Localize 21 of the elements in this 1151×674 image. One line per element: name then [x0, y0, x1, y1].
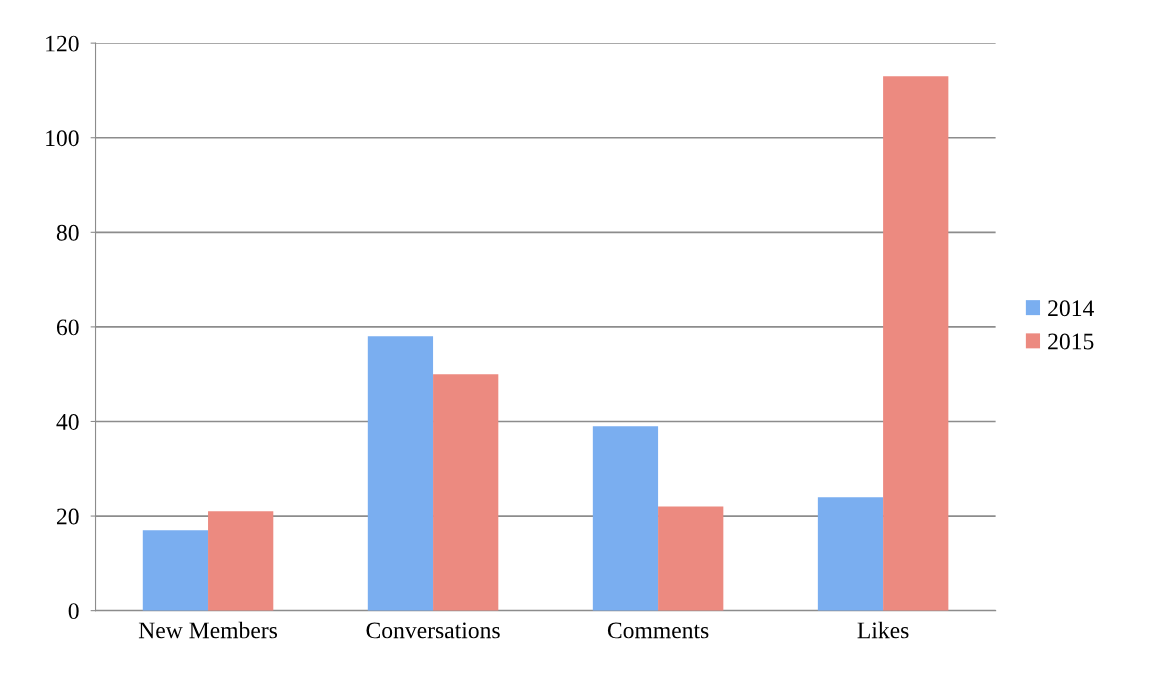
bar — [658, 506, 724, 611]
y-tick-label: 120 — [46, 35, 79, 52]
y-tick-label: 60 — [56, 319, 79, 336]
x-tick-label: Conversations — [366, 622, 500, 639]
bar — [817, 497, 884, 611]
bar — [592, 426, 659, 611]
bar — [142, 530, 209, 611]
x-tick-label: Likes — [857, 621, 909, 639]
legend-label: 2015 — [1048, 333, 1094, 350]
legend-label: 2014 — [1048, 300, 1094, 317]
x-tick-label: New Members — [138, 621, 278, 639]
y-tick-label: 0 — [68, 603, 79, 620]
bar — [433, 374, 499, 611]
y-tick-label: 40 — [56, 413, 79, 430]
y-tick-label: 80 — [56, 224, 79, 241]
bar — [208, 511, 274, 611]
bar — [367, 336, 434, 611]
x-tick-label: Comments — [607, 622, 709, 639]
y-tick-label: 100 — [46, 130, 79, 147]
y-tick-label: 20 — [56, 508, 79, 525]
bar — [883, 76, 949, 611]
